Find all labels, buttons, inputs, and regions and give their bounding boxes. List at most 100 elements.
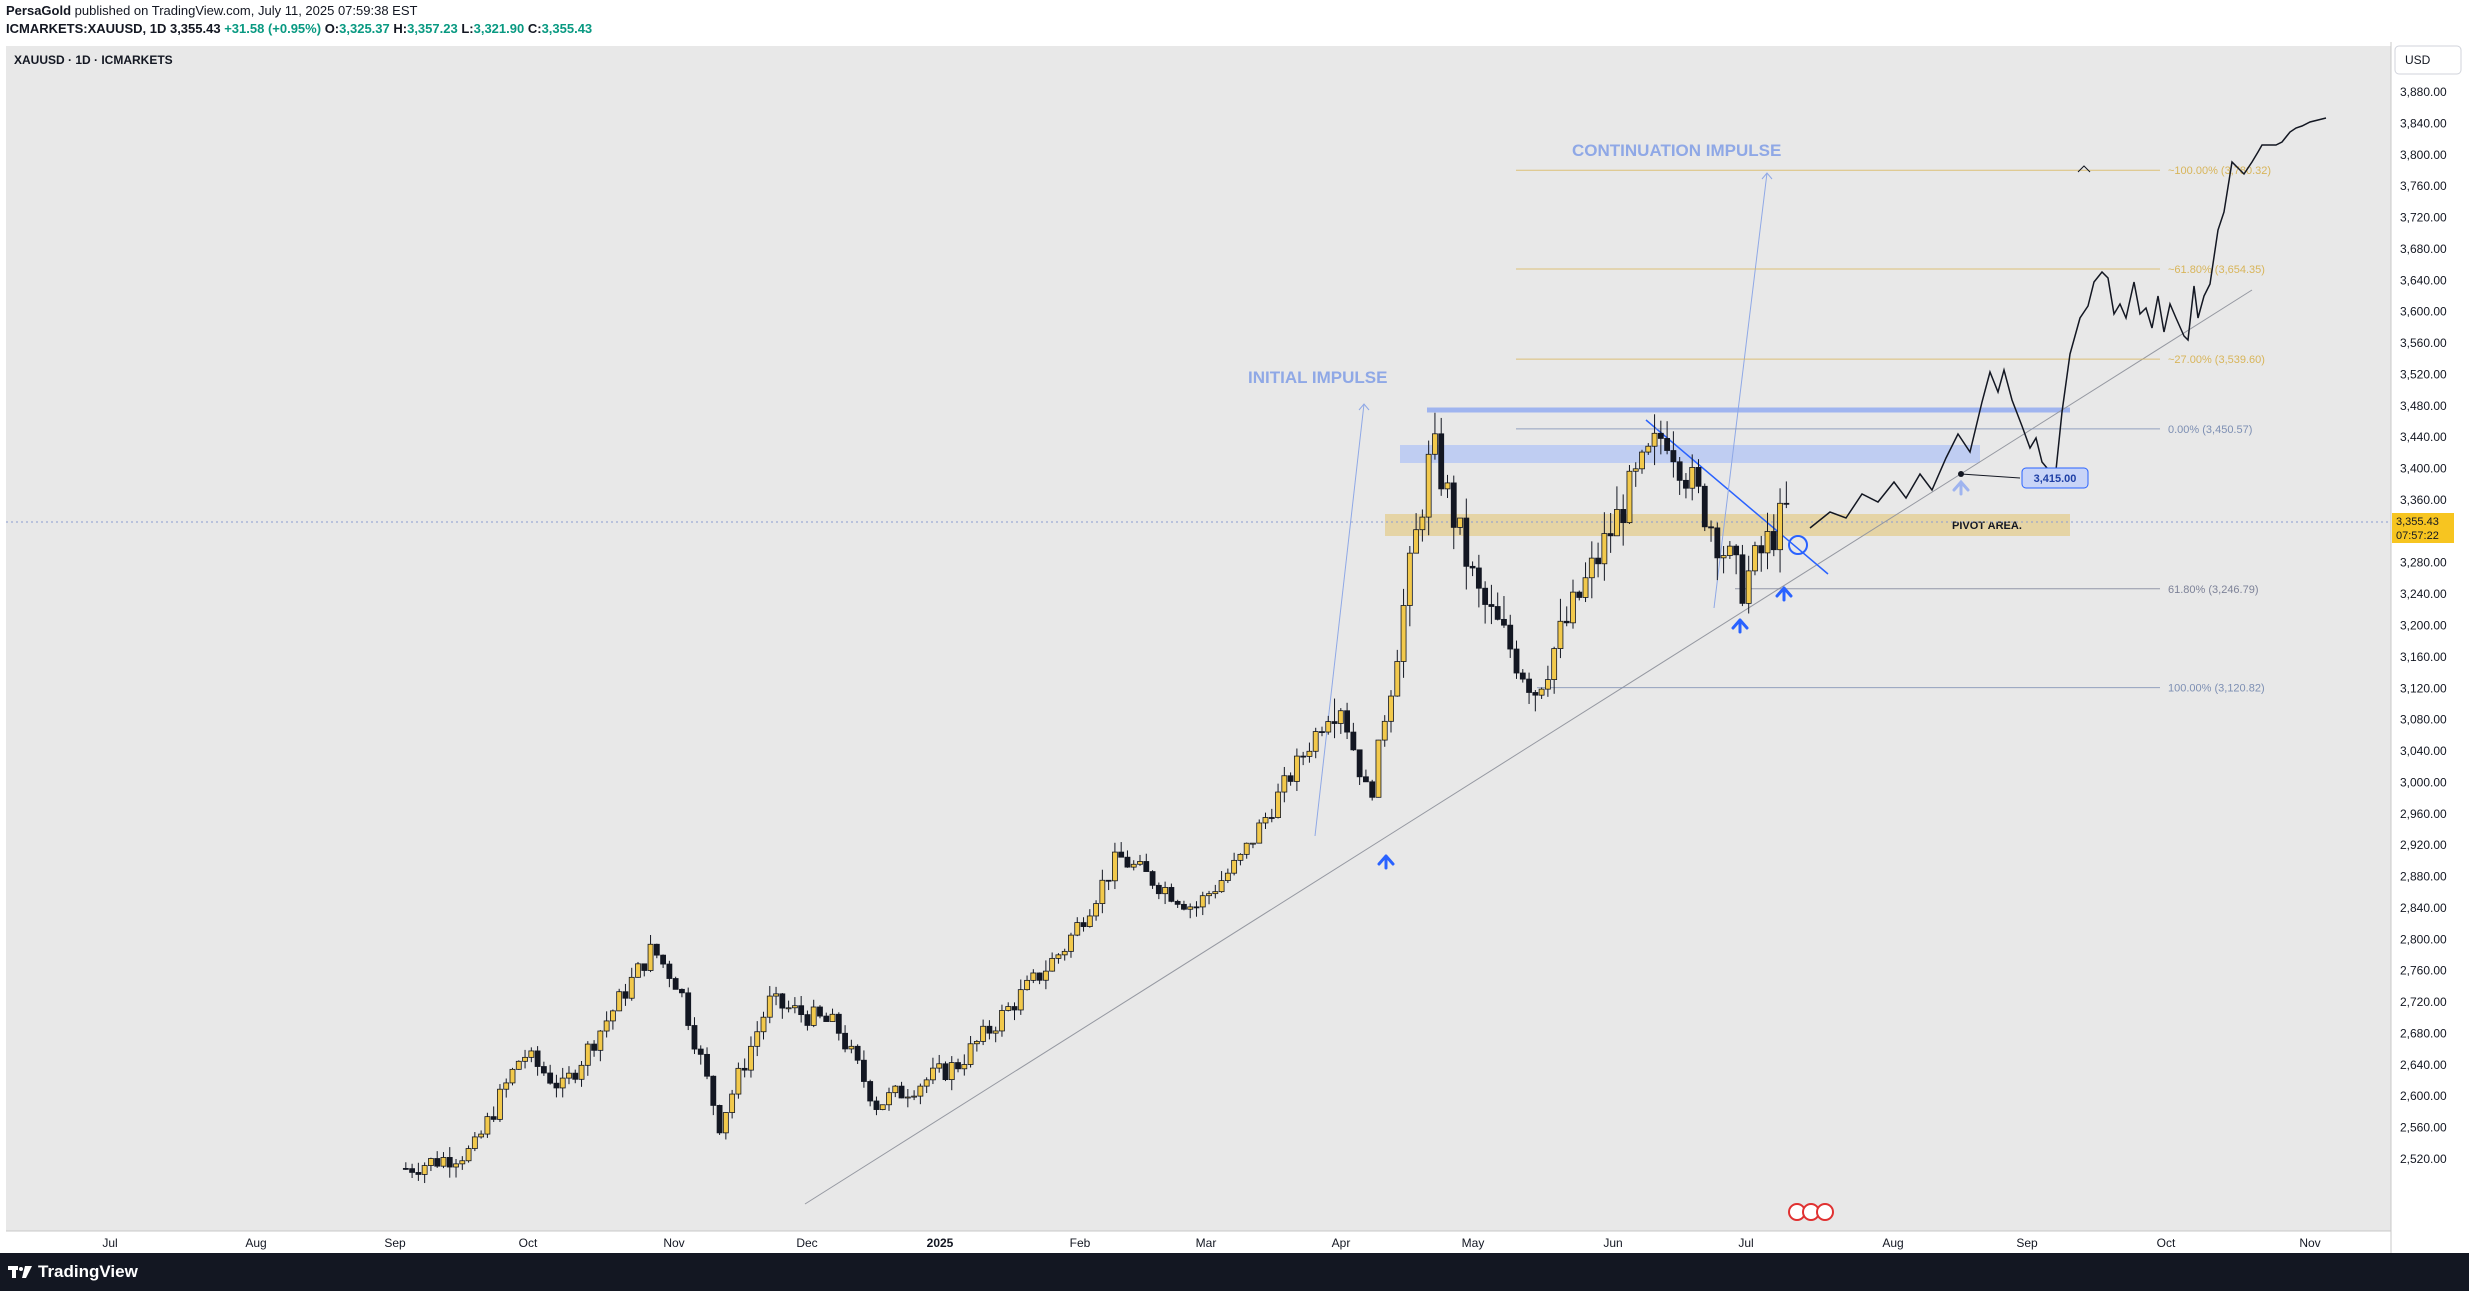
- candle[interactable]: [1331, 721, 1338, 724]
- candle[interactable]: [603, 1020, 610, 1032]
- candle[interactable]: [1714, 527, 1721, 559]
- candle[interactable]: [509, 1068, 516, 1084]
- candle[interactable]: [490, 1116, 497, 1120]
- candle[interactable]: [1074, 922, 1081, 936]
- candle[interactable]: [861, 1059, 867, 1082]
- candle[interactable]: [1337, 710, 1344, 724]
- candle[interactable]: [453, 1163, 459, 1168]
- candle[interactable]: [421, 1165, 428, 1175]
- candle[interactable]: [478, 1133, 485, 1138]
- candle[interactable]: [892, 1085, 899, 1094]
- candle[interactable]: [773, 993, 779, 997]
- candle[interactable]: [1513, 648, 1520, 674]
- candle[interactable]: [616, 991, 623, 1012]
- candle[interactable]: [1544, 679, 1551, 690]
- candle[interactable]: [873, 1100, 880, 1110]
- candle[interactable]: [710, 1075, 717, 1106]
- candle[interactable]: [1024, 979, 1030, 991]
- economic-events[interactable]: [1788, 1203, 1834, 1221]
- candle[interactable]: [484, 1116, 491, 1135]
- candle[interactable]: [584, 1043, 591, 1066]
- price-chart[interactable]: 3,880.00 3,840.00 3,800.00 3,760.00 3,720.00…: [0, 42, 2469, 1253]
- candle[interactable]: [980, 1025, 987, 1042]
- candle[interactable]: [748, 1045, 754, 1071]
- candle[interactable]: [1068, 934, 1074, 952]
- candle[interactable]: [1369, 781, 1376, 798]
- candle[interactable]: [999, 1010, 1005, 1032]
- candle[interactable]: [1093, 903, 1099, 917]
- time-axis[interactable]: Jul Aug Sep Oct Nov Dec 2025 Feb Mar Apr May Jun Jul…: [102, 1236, 2320, 1250]
- candle[interactable]: [610, 1010, 616, 1022]
- candle[interactable]: [823, 1015, 830, 1022]
- candle[interactable]: [1708, 526, 1714, 529]
- candle[interactable]: [1181, 903, 1187, 910]
- candle[interactable]: [1538, 688, 1545, 696]
- candle[interactable]: [1488, 604, 1495, 607]
- candle[interactable]: [1231, 859, 1238, 874]
- candle[interactable]: [1344, 710, 1350, 733]
- candle[interactable]: [1632, 468, 1639, 472]
- candle[interactable]: [402, 1168, 409, 1170]
- candle[interactable]: [1576, 591, 1583, 598]
- candle[interactable]: [1212, 891, 1219, 895]
- candle[interactable]: [597, 1030, 604, 1051]
- candle[interactable]: [1457, 517, 1463, 528]
- candle[interactable]: [1733, 545, 1740, 556]
- candle[interactable]: [1783, 502, 1790, 505]
- candle[interactable]: [1463, 517, 1470, 567]
- candle[interactable]: [848, 1045, 855, 1050]
- candle[interactable]: [1406, 552, 1413, 606]
- candle[interactable]: [1607, 533, 1614, 537]
- candle[interactable]: [955, 1062, 961, 1070]
- candle[interactable]: [1319, 731, 1325, 733]
- candle[interactable]: [1563, 620, 1570, 624]
- candle[interactable]: [1206, 893, 1212, 897]
- candle[interactable]: [572, 1072, 579, 1080]
- candle[interactable]: [1670, 450, 1677, 463]
- candle[interactable]: [691, 1025, 698, 1050]
- candle[interactable]: [1494, 606, 1501, 620]
- fibonacci-levels[interactable]: ~100.00% (3,780.32) ~61.80% (3,654.35) ~27…: [1516, 165, 2271, 695]
- candle[interactable]: [986, 1025, 993, 1034]
- candle[interactable]: [1676, 461, 1683, 481]
- candle[interactable]: [879, 1104, 886, 1110]
- candle[interactable]: [1162, 887, 1169, 895]
- candle[interactable]: [1582, 577, 1589, 598]
- candle[interactable]: [1061, 950, 1068, 956]
- candle[interactable]: [1268, 817, 1275, 819]
- candle[interactable]: [497, 1088, 503, 1120]
- candle[interactable]: [992, 1030, 999, 1034]
- candle[interactable]: [1293, 755, 1300, 782]
- candle[interactable]: [1112, 851, 1118, 882]
- candle[interactable]: [1080, 922, 1087, 927]
- candle[interactable]: [829, 1013, 836, 1022]
- candle[interactable]: [704, 1053, 710, 1077]
- candle[interactable]: [1356, 749, 1363, 778]
- candle[interactable]: [1155, 884, 1162, 895]
- candle[interactable]: [660, 954, 667, 965]
- candle[interactable]: [973, 1041, 980, 1045]
- candle[interactable]: [1701, 485, 1708, 528]
- candle[interactable]: [1777, 502, 1783, 551]
- candle[interactable]: [1519, 672, 1526, 680]
- candle[interactable]: [697, 1048, 704, 1055]
- candle[interactable]: [1639, 451, 1645, 470]
- candle[interactable]: [1224, 872, 1231, 881]
- candle[interactable]: [817, 1006, 823, 1017]
- candle[interactable]: [1381, 720, 1388, 741]
- candle[interactable]: [1683, 479, 1689, 489]
- candle[interactable]: [1168, 887, 1175, 902]
- candle[interactable]: [1281, 775, 1288, 793]
- candle[interactable]: [1350, 731, 1357, 751]
- candle[interactable]: [1124, 856, 1131, 868]
- candle[interactable]: [766, 995, 773, 1018]
- candle[interactable]: [1287, 775, 1294, 782]
- candle[interactable]: [1030, 972, 1037, 981]
- candle[interactable]: [1745, 570, 1752, 604]
- candle[interactable]: [578, 1064, 585, 1080]
- candle[interactable]: [465, 1148, 472, 1162]
- candle[interactable]: [1720, 555, 1727, 559]
- candle[interactable]: [415, 1172, 422, 1175]
- candle[interactable]: [1143, 861, 1150, 872]
- candle[interactable]: [1243, 842, 1250, 855]
